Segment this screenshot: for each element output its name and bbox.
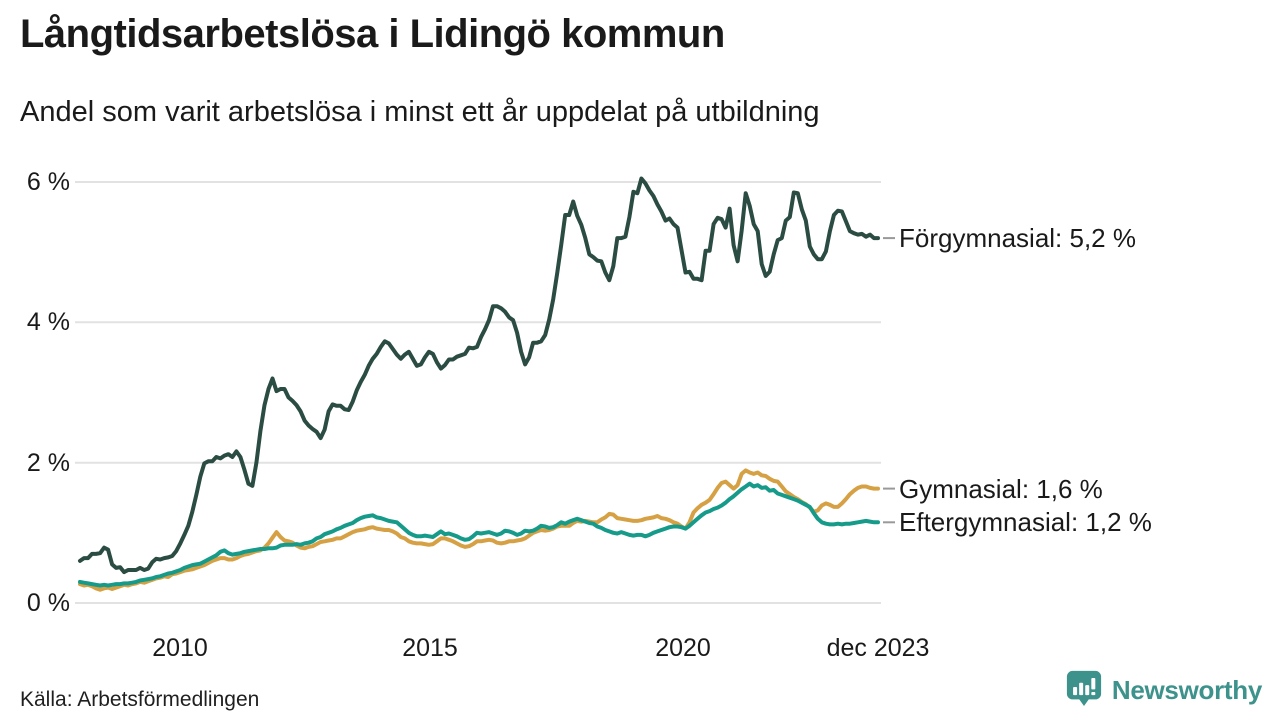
y-axis-tick-6: 6 % [26,168,70,196]
newsworthy-icon [1065,669,1103,712]
page-title: Långtidsarbetslösa i Lidingö kommun [20,12,725,56]
y-axis-tick-0: 0 % [26,589,70,617]
brand-logo: Newsworthy [1065,669,1262,712]
series-line-gymnasial [78,468,880,592]
series-label-forgymnasial: Förgymnasial: 5,2 % [899,223,1136,253]
page-subtitle: Andel som varit arbetslösa i minst ett å… [20,96,820,128]
x-axis-tick-dec-2023: dec 2023 [826,634,930,662]
x-axis-tick-2015: 2015 [402,634,458,662]
series-label-gymnasial: Gymnasial: 1,6 % [899,474,1103,504]
series-line-forgymnasial [78,176,880,575]
y-axis-tick-4: 4 % [26,308,70,336]
brand-name: Newsworthy [1111,675,1262,705]
y-axis-tick-2: 2 % [26,449,70,477]
x-axis-tick-2010: 2010 [152,634,208,662]
x-axis-tick-2020: 2020 [655,634,711,662]
series-label-eftergymnasial: Eftergymnasial: 1,2 % [899,507,1152,537]
source-text: Källa: Arbetsförmedlingen [20,688,260,711]
series-line-eftergymnasial [78,481,880,588]
